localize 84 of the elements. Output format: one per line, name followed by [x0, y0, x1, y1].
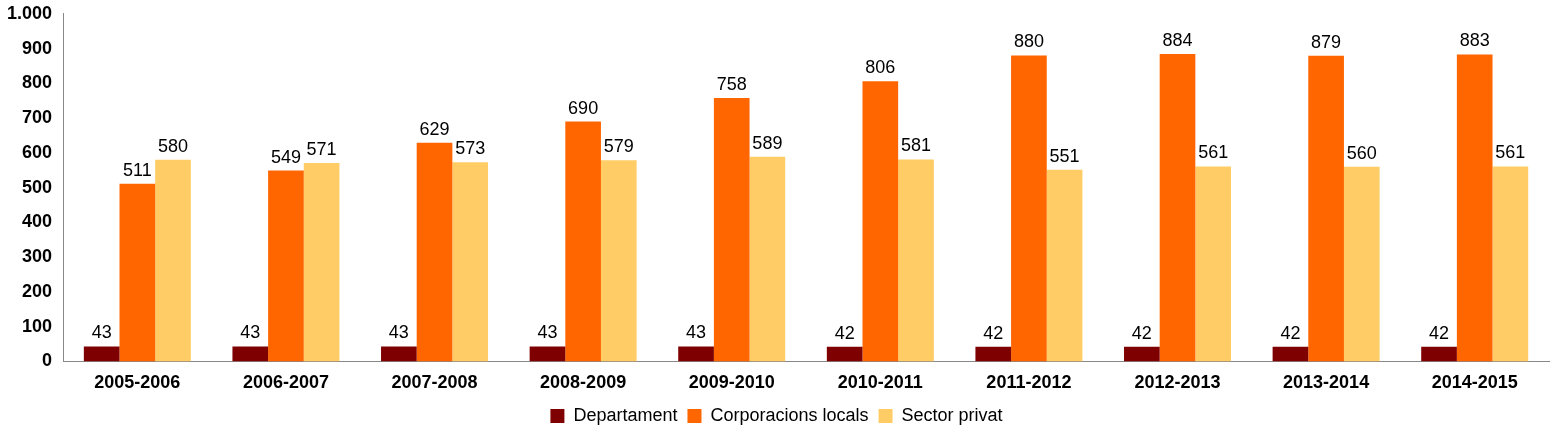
y-tick-label: 500 — [22, 176, 53, 197]
bar — [1124, 346, 1160, 362]
bar — [381, 346, 417, 362]
bar — [678, 346, 714, 362]
bar — [1421, 346, 1457, 362]
data-label: 561 — [1198, 142, 1229, 163]
y-tick-label: 1.000 — [7, 2, 53, 23]
x-tick-label: 2009-2010 — [688, 372, 775, 393]
data-label: 806 — [865, 57, 896, 78]
bar — [600, 160, 637, 362]
bar — [529, 346, 566, 362]
y-tick-label: 900 — [22, 37, 53, 58]
data-label: 879 — [1311, 31, 1342, 52]
x-tick-label: 2014-2015 — [1431, 372, 1518, 393]
y-tick-label: 400 — [22, 211, 53, 232]
x-tick-label: 2007-2008 — [391, 372, 478, 393]
bar — [1308, 55, 1344, 362]
bar — [1272, 346, 1309, 362]
bar — [749, 156, 786, 362]
data-label: 549 — [270, 146, 301, 167]
legend-label: Sector privat — [901, 404, 1003, 425]
data-label: 42 — [834, 322, 855, 343]
y-tick-label: 700 — [22, 107, 53, 128]
data-label: 758 — [716, 73, 747, 94]
bar — [1343, 166, 1380, 362]
y-tick-label: 600 — [22, 141, 53, 162]
bar — [1492, 166, 1529, 362]
legend-label: Corporacions locals — [710, 404, 869, 425]
data-label: 580 — [157, 135, 189, 156]
x-tick-label: 2012-2013 — [1134, 372, 1221, 393]
bar — [862, 81, 899, 362]
x-tick-label: 2008-2009 — [540, 372, 627, 393]
data-label: 551 — [1049, 145, 1080, 166]
data-label: 629 — [419, 118, 450, 139]
data-label: 43 — [91, 322, 112, 343]
data-label: 42 — [1131, 322, 1152, 343]
y-tick-label: 0 — [42, 350, 53, 371]
data-label: 42 — [983, 322, 1004, 343]
bar — [268, 170, 304, 362]
bar — [898, 159, 934, 362]
data-label: 511 — [122, 159, 152, 180]
bar — [1159, 54, 1196, 362]
bar — [232, 346, 269, 362]
data-label: 579 — [603, 136, 634, 157]
bar — [826, 346, 863, 362]
data-label: 43 — [388, 322, 409, 343]
y-tick-label: 800 — [22, 72, 53, 93]
data-label: 42 — [1429, 322, 1450, 343]
x-tick-label: 2005-2006 — [94, 372, 181, 393]
data-label: 571 — [306, 138, 337, 159]
y-tick-label: 200 — [22, 280, 53, 301]
bar — [713, 97, 750, 362]
bar — [975, 346, 1012, 362]
bar — [1456, 54, 1493, 362]
bar — [1011, 55, 1047, 362]
x-tick-label: 2010-2011 — [837, 372, 923, 393]
data-label: 43 — [686, 322, 707, 343]
bar — [1195, 166, 1232, 362]
bar — [452, 162, 489, 362]
bar — [155, 159, 191, 362]
bar — [119, 183, 156, 362]
bar — [83, 346, 120, 362]
bar — [565, 121, 601, 362]
bar — [303, 162, 340, 362]
x-tick-label: 2006-2007 — [242, 372, 329, 393]
y-tick-label: 100 — [22, 315, 53, 336]
y-tick-label: 300 — [22, 246, 53, 267]
data-label: 42 — [1280, 322, 1301, 343]
data-label: 880 — [1013, 31, 1044, 52]
data-label: 883 — [1459, 30, 1490, 51]
data-label: 43 — [240, 322, 261, 343]
bar — [1046, 169, 1083, 362]
data-label: 43 — [537, 322, 558, 343]
data-label: 589 — [752, 132, 783, 153]
data-label: 884 — [1162, 30, 1193, 51]
x-tick-label: 2013-2014 — [1283, 372, 1370, 393]
data-label: 561 — [1495, 142, 1526, 163]
data-label: 581 — [900, 135, 932, 156]
x-tick-label: 2011-2012 — [986, 372, 1072, 393]
bar — [416, 142, 453, 362]
data-label: 690 — [568, 97, 599, 118]
data-label: 573 — [455, 138, 486, 159]
data-label: 560 — [1346, 142, 1377, 163]
legend-label: Departament — [573, 404, 678, 425]
